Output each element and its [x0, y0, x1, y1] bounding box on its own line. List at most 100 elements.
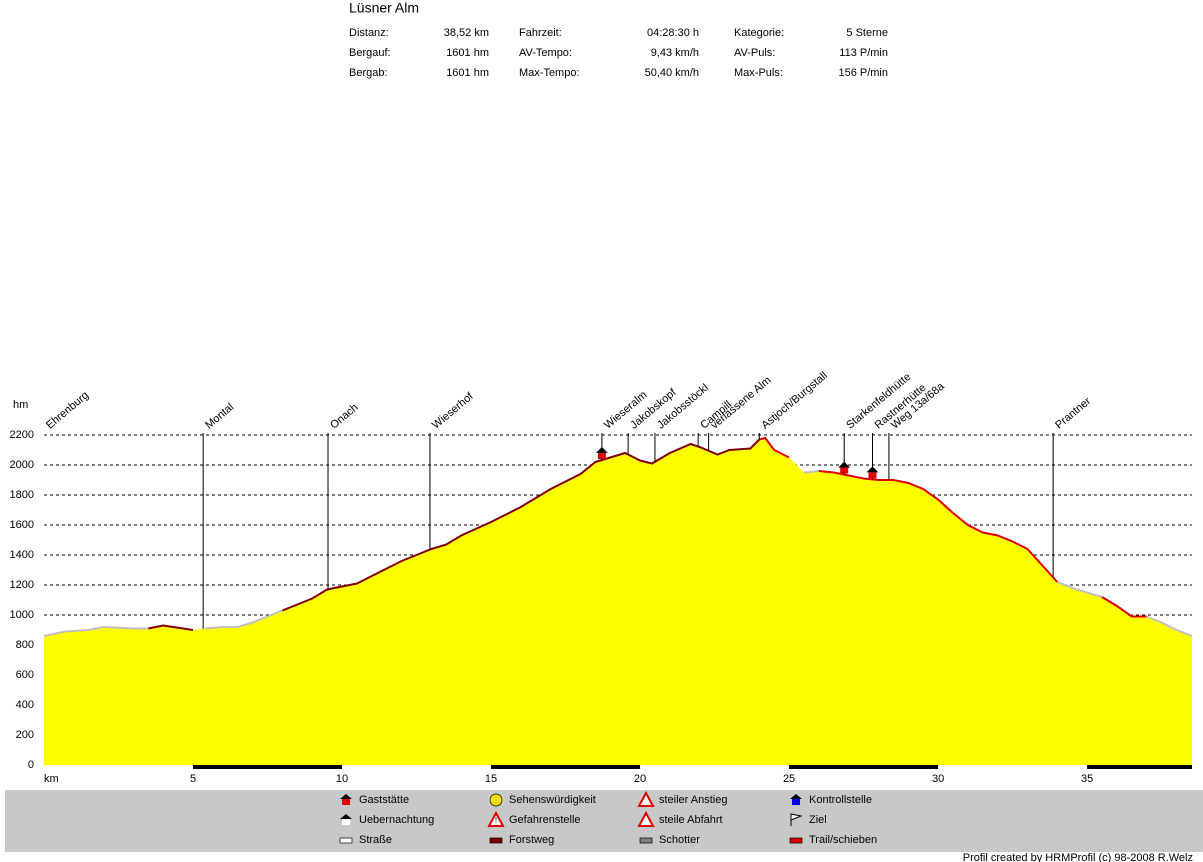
stat-label: AV-Puls:	[734, 47, 775, 59]
legend-label: Straße	[359, 834, 392, 846]
profile-outline	[1056, 581, 1103, 598]
legend-icon	[637, 810, 655, 827]
legend-icon	[489, 837, 503, 844]
hut-body	[840, 467, 849, 474]
stat-label: Bergauf:	[349, 47, 391, 59]
stat-value: 9,43 km/h	[651, 47, 699, 59]
legend-icon	[790, 813, 803, 826]
legend-label: Trail/schieben	[809, 834, 877, 846]
stat-value: 1601 hm	[446, 47, 489, 59]
footer: Profil created by HRMProfil (c) 98-2008 …	[963, 852, 1193, 862]
x-tick-label: 20	[634, 773, 646, 785]
waypoint-label: Astjoch/Burgstall	[759, 370, 829, 432]
profile-outline	[148, 624, 194, 631]
icon-roof	[790, 794, 802, 799]
y-tick-label: 1800	[10, 489, 34, 501]
x-tick-label: 15	[485, 773, 497, 785]
icon-bar	[789, 837, 803, 844]
x-tick-label: 25	[783, 773, 795, 785]
waypoint-label: Montal	[203, 401, 236, 431]
y-axis-label: hm	[13, 399, 28, 411]
icon-bar	[489, 837, 503, 844]
stat-label: Max-Tempo:	[519, 67, 580, 79]
stat-value: 38,52 km	[444, 27, 489, 39]
stat-label: Distanz:	[349, 27, 389, 39]
hut-roof	[838, 461, 851, 468]
stat-value: 04:28:30 h	[647, 27, 699, 39]
waypoint-label: Wieserhof	[430, 390, 476, 432]
legend-label: Schotter	[659, 834, 700, 846]
profile-area	[44, 438, 1192, 765]
legend-label: Gefahrenstelle	[509, 814, 581, 826]
legend-icon	[489, 793, 503, 807]
y-tick-label: 200	[16, 729, 34, 741]
x-tick-label: 10	[336, 773, 348, 785]
stat-value: 5 Sterne	[846, 27, 888, 39]
profile-outline	[759, 436, 790, 459]
x-axis-band	[789, 765, 939, 769]
hut-icon	[866, 466, 879, 479]
icon-triangle	[637, 790, 655, 807]
hut-body	[868, 472, 877, 479]
profile-outline	[282, 438, 760, 612]
waypoint-label: Ehrenburg	[44, 389, 91, 431]
profile-outline	[818, 470, 1059, 583]
x-axis-band	[1087, 765, 1192, 769]
waypoint-label: Onach	[328, 401, 361, 431]
hut-icon	[595, 447, 608, 460]
icon-triangle	[637, 810, 655, 827]
x-axis-label: km	[44, 773, 59, 785]
legend-label: Uebernachtung	[359, 814, 434, 826]
stat-label: Bergab:	[349, 67, 388, 79]
icon-bar	[639, 837, 653, 844]
y-tick-label: 2200	[10, 429, 34, 441]
icon-triangle	[487, 810, 505, 827]
chart-title: Lüsner Alm	[349, 0, 419, 16]
icon-body	[342, 819, 350, 825]
x-axis-band	[193, 765, 343, 769]
icon-mark: !	[495, 816, 497, 825]
legend-icon	[637, 790, 655, 807]
profile-outline	[803, 470, 819, 474]
stat-value: 1601 hm	[446, 67, 489, 79]
icon-roof	[340, 794, 352, 799]
icon-smiley	[489, 793, 503, 807]
legend-icon	[639, 837, 653, 844]
legend-label: steile Abfahrt	[659, 814, 723, 826]
hut-roof	[866, 466, 879, 473]
legend-label: steiler Anstieg	[659, 794, 727, 806]
y-tick-label: 1000	[10, 609, 34, 621]
icon-body	[792, 799, 800, 805]
icon-body	[342, 799, 350, 805]
legend-icon	[790, 794, 802, 805]
x-tick-label: 5	[190, 773, 196, 785]
stat-label: AV-Tempo:	[519, 47, 572, 59]
legend-label: Gaststätte	[359, 794, 409, 806]
x-tick-label: 30	[932, 773, 944, 785]
legend-box	[5, 790, 1203, 852]
waypoint-label: Prantner	[1053, 395, 1093, 432]
hut-body	[597, 453, 606, 460]
profile-outline	[1101, 596, 1147, 618]
icon-bar	[339, 837, 353, 844]
x-axis-band	[491, 765, 641, 769]
stat-value: 50,40 km/h	[645, 67, 699, 79]
legend-icon	[340, 814, 352, 825]
stat-label: Fahrzeit:	[519, 27, 562, 39]
y-tick-label: 800	[16, 639, 34, 651]
stat-value: 113 P/min	[839, 47, 888, 59]
stat-label: Max-Puls:	[734, 67, 783, 79]
y-tick-label: 1400	[10, 549, 34, 561]
profile-outline	[1146, 615, 1193, 637]
icon-flag	[790, 813, 803, 826]
y-tick-label: 1600	[10, 519, 34, 531]
x-tick-label: 35	[1081, 773, 1093, 785]
stat-label: Kategorie:	[734, 27, 784, 39]
y-tick-label: 0	[28, 759, 34, 771]
y-tick-label: 600	[16, 669, 34, 681]
legend-icon	[339, 837, 353, 844]
y-tick-label: 2000	[10, 459, 34, 471]
profile-outline	[43, 625, 149, 637]
hut-icon	[838, 461, 851, 474]
